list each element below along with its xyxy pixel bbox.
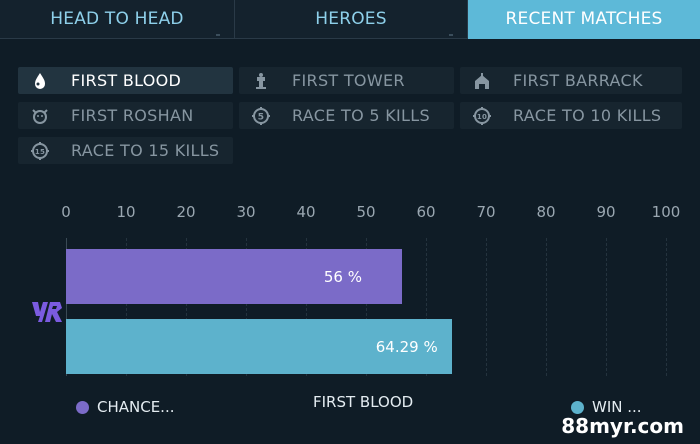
gridline <box>606 238 607 376</box>
svg-text:5: 5 <box>258 112 265 122</box>
filter-first-barrack[interactable]: FIRST BARRACK <box>460 67 682 94</box>
gridline <box>186 238 187 376</box>
x-tick-label: 30 <box>236 203 256 221</box>
gridline <box>366 238 367 376</box>
race-10-icon: 10 <box>471 105 493 127</box>
tower-icon <box>250 70 272 92</box>
x-tick-label: 20 <box>176 203 196 221</box>
gridline <box>246 238 247 376</box>
x-tick-label: 50 <box>356 203 376 221</box>
watermark: 88myr.com <box>561 414 684 438</box>
filter-first-roshan[interactable]: FIRST ROSHAN <box>18 102 233 129</box>
filter-label: FIRST TOWER <box>292 71 405 90</box>
gridline <box>126 238 127 376</box>
filter-label: FIRST BARRACK <box>513 71 643 90</box>
legend-win[interactable]: WIN ... <box>571 398 642 416</box>
x-tick-label: 90 <box>596 203 616 221</box>
blood-drop-icon <box>29 70 51 92</box>
x-tick-label: 0 <box>61 203 71 221</box>
filter-first-tower[interactable]: FIRST TOWER <box>239 67 454 94</box>
legend-swatch <box>76 400 89 414</box>
race-15-icon: 15 <box>29 140 51 162</box>
legend-label: CHANCE... <box>97 398 175 416</box>
gridline <box>666 238 667 376</box>
barrack-icon <box>471 70 493 92</box>
tab-label: RECENT MATCHES <box>505 9 663 29</box>
gridline <box>66 238 67 376</box>
roshan-icon <box>29 105 51 127</box>
gridline <box>306 238 307 376</box>
filter-label: RACE TO 5 KILLS <box>292 106 430 125</box>
filter-race-15-kills[interactable]: 15 RACE TO 15 KILLS <box>18 137 233 164</box>
chance-bar: 56 % <box>66 249 402 304</box>
filter-label: FIRST ROSHAN <box>71 106 194 125</box>
legend-swatch <box>571 400 584 414</box>
legend-chance[interactable]: CHANCE... <box>76 398 175 416</box>
filter-label: RACE TO 15 KILLS <box>71 141 220 160</box>
gridline <box>486 238 487 376</box>
x-tick-label: 70 <box>476 203 496 221</box>
x-tick-label: 60 <box>416 203 436 221</box>
filter-race-10-kills[interactable]: 10 RACE TO 10 KILLS <box>460 102 682 129</box>
tab-bar: HEAD TO HEAD HEROES RECENT MATCHES <box>0 0 700 39</box>
filter-label: FIRST BLOOD <box>71 71 182 90</box>
x-tick-label: 80 <box>536 203 556 221</box>
team-logo-icon <box>32 302 62 322</box>
tab-label: HEAD TO HEAD <box>50 9 184 29</box>
tab-heroes[interactable]: HEROES <box>235 0 468 39</box>
gridline <box>546 238 547 376</box>
win-bar-label: 64.29 % <box>375 337 438 356</box>
filter-label: RACE TO 10 KILLS <box>513 106 662 125</box>
legend-label: WIN ... <box>592 398 642 416</box>
win-bar: 64.29 % <box>66 319 452 374</box>
chart-category-label: FIRST BLOOD <box>313 393 414 411</box>
chance-bar-label: 56 % <box>323 267 362 286</box>
race-5-icon: 5 <box>250 105 272 127</box>
gridline <box>426 238 427 376</box>
svg-text:10: 10 <box>477 113 487 121</box>
tab-head-to-head[interactable]: HEAD TO HEAD <box>0 0 235 39</box>
filter-race-5-kills[interactable]: 5 RACE TO 5 KILLS <box>239 102 454 129</box>
filter-first-blood[interactable]: FIRST BLOOD <box>18 67 233 94</box>
x-tick-label: 40 <box>296 203 316 221</box>
svg-text:15: 15 <box>35 148 45 156</box>
x-tick-label: 100 <box>651 203 681 221</box>
tab-label: HEROES <box>315 9 387 29</box>
x-tick-label: 10 <box>116 203 136 221</box>
tab-recent-matches[interactable]: RECENT MATCHES <box>468 0 700 39</box>
